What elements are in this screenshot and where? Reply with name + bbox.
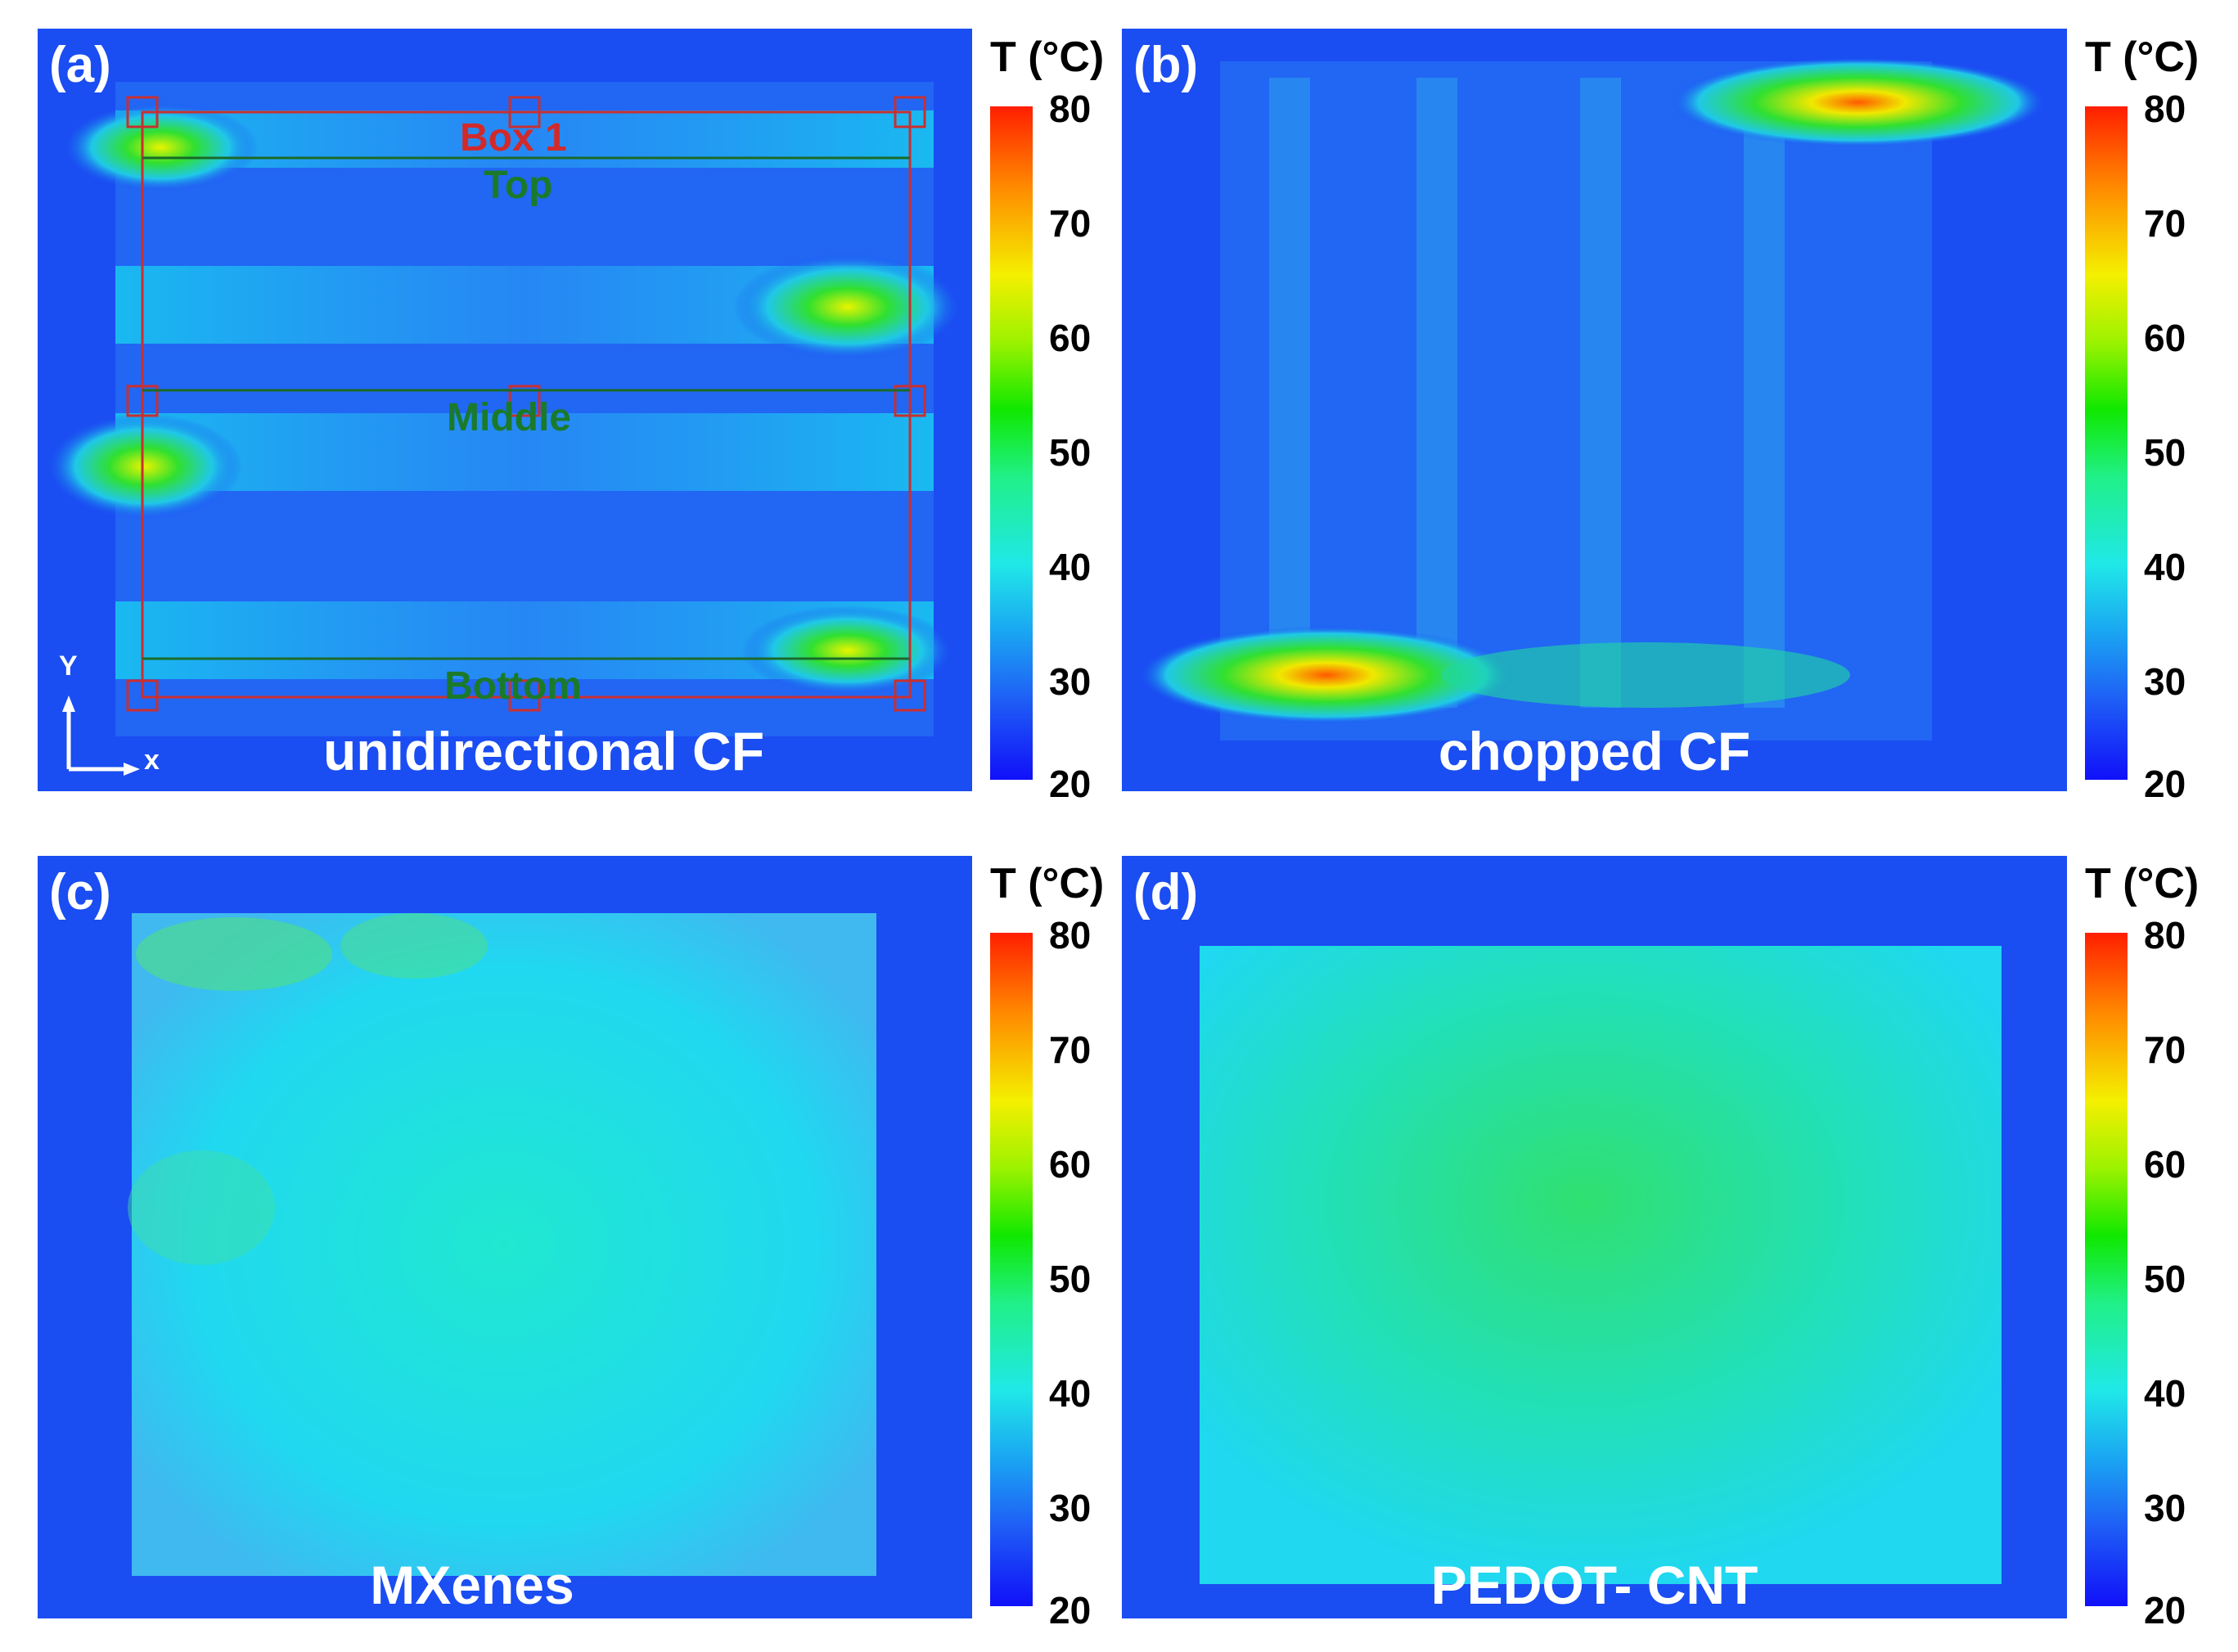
tick-label: 40 <box>1049 1372 1092 1415</box>
tick-label: 40 <box>2144 1372 2186 1415</box>
middle-line-label: Middle <box>447 396 571 439</box>
colorbar-title: T (°C) <box>990 34 1105 81</box>
thermal-image-mxenes: (c) MXenes <box>38 856 972 1618</box>
y-axis-label: Y <box>59 650 78 682</box>
tick-label: 30 <box>2144 1487 2186 1529</box>
thermal-map-b <box>1122 29 2067 791</box>
box-annotation: Box 1 <box>460 116 567 160</box>
tick-label: 60 <box>1049 317 1092 359</box>
colorbar-gradient <box>990 933 1033 1606</box>
tick-label: 60 <box>1049 1143 1092 1186</box>
tick-label: 50 <box>1049 431 1092 474</box>
tick-label: 70 <box>2144 1029 2186 1071</box>
thermal-map-a <box>38 29 972 791</box>
colorbar-gradient <box>990 106 1033 780</box>
top-line-label: Top <box>484 164 553 207</box>
caption-c: MXenes <box>370 1555 574 1615</box>
panel-label-a: (a) <box>49 37 111 93</box>
colorbar-title: T (°C) <box>2085 860 2200 907</box>
tick-label: 40 <box>1049 546 1092 588</box>
tick-label: 20 <box>2144 1589 2186 1632</box>
tick-label: 70 <box>1049 1029 1092 1071</box>
tick-label: 60 <box>2144 317 2186 359</box>
tick-label: 60 <box>2144 1143 2186 1186</box>
tick-label: 30 <box>2144 660 2186 703</box>
panel-label-b: (b) <box>1133 37 1199 93</box>
x-axis-label: x <box>144 745 160 776</box>
tick-label: 80 <box>1049 88 1092 130</box>
tick-label: 20 <box>1049 763 1092 805</box>
tick-label: 20 <box>1049 1589 1092 1632</box>
tick-label: 80 <box>1049 914 1092 957</box>
colorbar-gradient <box>2085 106 2128 780</box>
bottom-line-label: Bottom <box>444 664 582 708</box>
tick-label: 20 <box>2144 763 2186 805</box>
panel-label-d: (d) <box>1133 864 1199 921</box>
thermal-map-c <box>38 856 972 1618</box>
tick-label: 80 <box>2144 914 2186 957</box>
tick-label: 80 <box>2144 88 2186 130</box>
tick-label: 50 <box>2144 1258 2186 1300</box>
tick-label: 50 <box>1049 1258 1092 1300</box>
tick-label: 30 <box>1049 660 1092 703</box>
caption-d: PEDOT- CNT <box>1430 1555 1758 1615</box>
colorbar-gradient <box>2085 933 2128 1606</box>
colorbar-title: T (°C) <box>2085 34 2200 81</box>
colorbar-title: T (°C) <box>990 860 1105 907</box>
thermal-image-chopped-cf: (b) chopped CF <box>1122 29 2067 791</box>
caption-a: unidirectional CF <box>322 721 765 781</box>
thermal-map-d <box>1122 856 2067 1618</box>
tick-label: 70 <box>1049 202 1092 245</box>
tick-label: 40 <box>2144 546 2186 588</box>
panel-label-c: (c) <box>49 864 111 921</box>
tick-label: 70 <box>2144 202 2186 245</box>
caption-b: chopped CF <box>1438 721 1751 781</box>
thermal-image-pedot-cnt: (d) PEDOT- CNT <box>1122 856 2067 1618</box>
tick-label: 50 <box>2144 431 2186 474</box>
thermal-image-unidirectional-cf: (a) Box 1 Top Middle Bottom Y x unidirec… <box>38 29 972 791</box>
tick-label: 30 <box>1049 1487 1092 1529</box>
